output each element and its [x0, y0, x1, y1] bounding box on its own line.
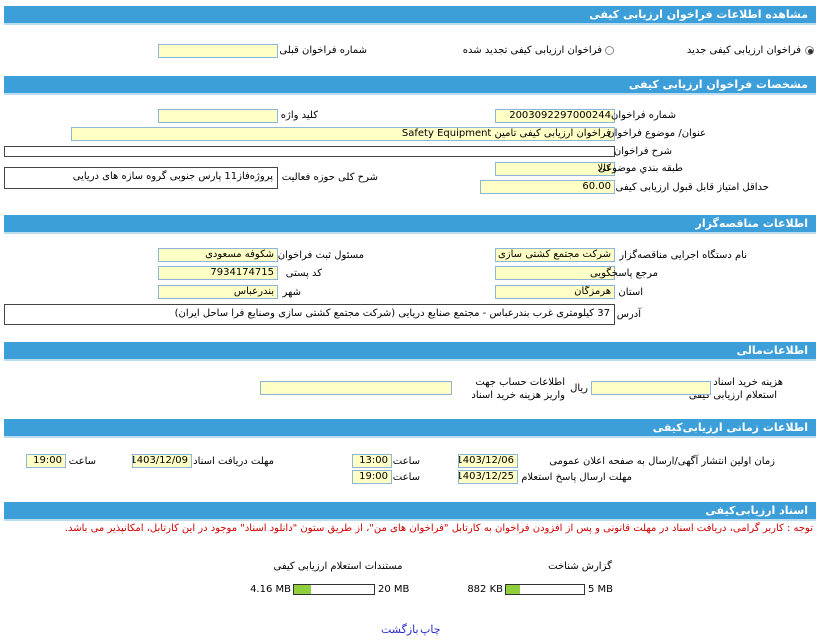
label: شماره فراخوان قبلی: [279, 45, 367, 56]
label: اطلاعات حساب جهت: [475, 377, 565, 388]
section-header: اطلاعات زمانی ارزیابی‌کیفی: [4, 419, 816, 438]
label: شماره فراخوان: [611, 110, 676, 121]
section-header: اطلاعات‌مالی: [4, 342, 816, 361]
label: مسئول ثبت فراخوان: [277, 250, 364, 261]
input-field: شکوفه مسعودی: [158, 248, 278, 262]
label: ساعت: [392, 472, 420, 483]
input-field: 13:00: [352, 454, 392, 468]
input-field: 60.00: [480, 180, 615, 194]
input-field: [158, 44, 278, 58]
label: نام دستگاه اجرایی مناقصه‌گزار: [619, 250, 747, 261]
label: استان: [618, 287, 643, 298]
input-field: کالا: [495, 162, 615, 176]
label: کلید واژه: [280, 110, 318, 121]
label: طبقه بندي موضوعی: [597, 163, 683, 174]
label: مهلت دریافت اسناد: [193, 456, 274, 467]
radio[interactable]: [805, 46, 814, 55]
input-field: 7934174715: [158, 266, 278, 280]
label: هزینه خرید اسناد: [713, 377, 783, 388]
section-header: اسناد ارزیابی‌کیفی: [4, 502, 816, 521]
label: فراخوان ارزیابی کیفی تجدید شده: [462, 45, 602, 56]
file-max-size: 20 MB: [378, 584, 410, 595]
input-field: [260, 381, 452, 395]
back-link[interactable]: بازگشت: [381, 623, 419, 636]
label: ساعت: [392, 456, 420, 467]
label: فراخوان ارزیابی کیفی جدید: [686, 45, 801, 56]
progress-bar: [505, 584, 585, 595]
label: استعلام ارزیابی کیفی: [688, 390, 777, 401]
label: آدرس: [616, 309, 641, 320]
label: حداقل امتیاز قابل قبول ارزیابی کیفی: [615, 182, 769, 193]
text-area: پروژه‌فاز11 پارس جنوبی گروه سازه های دری…: [4, 167, 278, 189]
input-field: 2003092297000244: [495, 109, 615, 123]
label: شهر: [282, 287, 301, 298]
file-size[interactable]: 4.16 MB: [250, 584, 291, 595]
input-field: 19:00: [352, 470, 392, 484]
label: توجه : کاربر گرامی، دریافت اسناد در مهلت…: [64, 523, 813, 534]
input-field: 1403/12/06: [458, 454, 518, 468]
label: شرح فراخوان: [613, 146, 672, 157]
print-link[interactable]: چاپ: [420, 623, 441, 636]
label: ساعت: [68, 456, 96, 467]
input-field: 19:00: [26, 454, 66, 468]
label: واریز هزینه خرید اسناد: [471, 390, 565, 401]
label: مرجع پاسخگویی: [589, 268, 658, 279]
input-field: شرکت مجتمع کشتی سازی: [495, 248, 615, 262]
progress-fill: [294, 585, 311, 594]
input-field: [495, 266, 615, 280]
text-area: 37 کیلومتری غرب بندرعباس - مجتمع صنایع د…: [4, 304, 615, 325]
input-field: [158, 109, 278, 123]
input-field: هرمزگان: [495, 285, 615, 299]
file-label: مستندات استعلام ارزیابی کیفی: [273, 561, 403, 572]
progress-bar: [293, 584, 375, 595]
label: ریال: [570, 383, 588, 394]
file-max-size: 5 MB: [588, 584, 614, 595]
label: مهلت ارسال پاسخ استعلام: [521, 472, 632, 483]
section-header: مشخصات فراخوان ارزیابی کیفی: [4, 76, 816, 95]
input-field: [591, 381, 711, 395]
input-field: 1403/12/25: [458, 470, 518, 484]
input-field: 1403/12/09: [132, 454, 192, 468]
progress-fill: [506, 585, 520, 594]
radio[interactable]: [605, 46, 614, 55]
label: کد پستی: [285, 268, 322, 279]
section-header: مشاهده اطلاعات فراخوان ارزیابی کیفی: [4, 6, 816, 25]
file-size[interactable]: 882 KB: [467, 584, 503, 595]
text-area: [4, 146, 615, 157]
file-label: گزارش شناخت: [548, 561, 612, 572]
label: عنوان/ موضوع فراخوان: [607, 128, 706, 139]
label: شرح کلی حوزه فعالیت: [281, 172, 378, 183]
label: زمان اولین انتشار آگهی/ارسال به صفحه اعل…: [549, 456, 775, 467]
input-field: بندرعباس: [158, 285, 278, 299]
input-field: فراخوان ارزیابی کیفی تامین Safety Equipm…: [71, 127, 615, 141]
section-header: اطلاعات مناقصه‌گزار: [4, 215, 816, 234]
